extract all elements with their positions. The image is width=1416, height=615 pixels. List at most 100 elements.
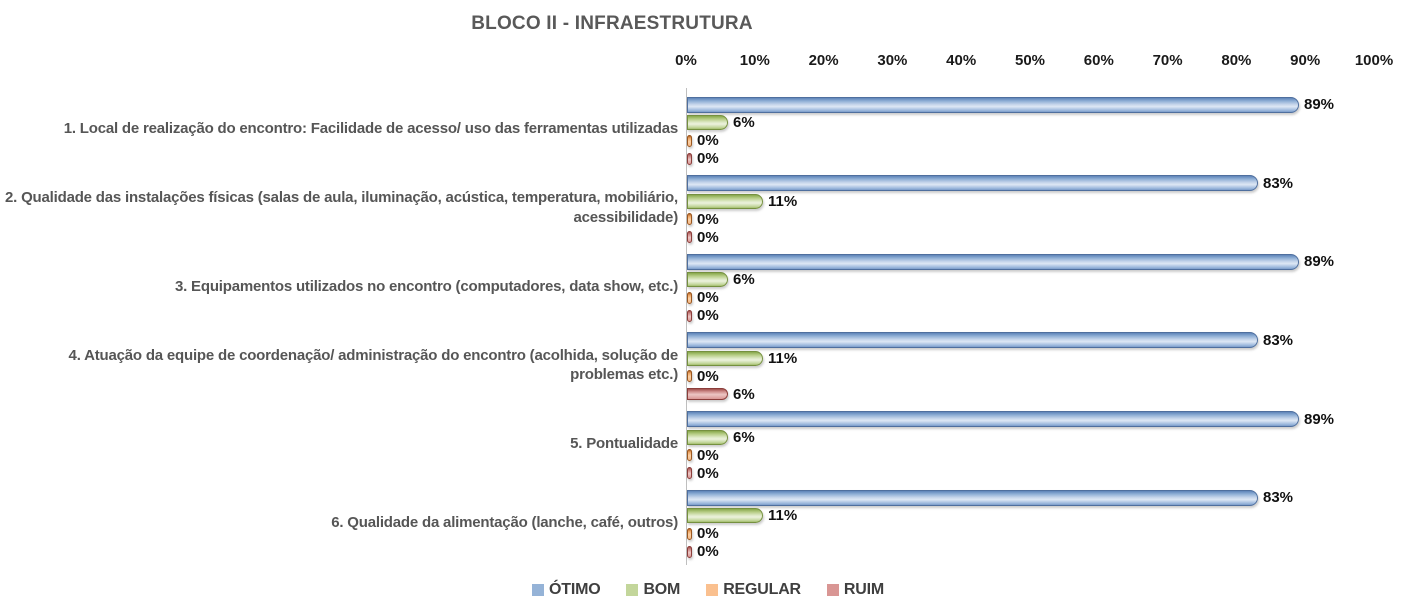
- x-tick-label: 100%: [1354, 52, 1394, 69]
- chart-title: BLOCO II - INFRAESTRUTURA: [471, 13, 753, 34]
- bar-line: 83%: [687, 332, 1387, 349]
- category-label: 5. Pontualidade: [570, 435, 678, 453]
- value-label: 6%: [733, 114, 755, 131]
- category-label: 4. Atuação da equipe de coordenação/ adm…: [68, 346, 679, 384]
- legend-swatch-icon: [626, 584, 639, 596]
- bar-line: 11%: [687, 193, 1387, 210]
- chart-row: 3. Equipamentos utilizados no encontro (…: [0, 247, 1416, 326]
- bar-line: 83%: [687, 489, 1387, 506]
- bar-line: 6%: [687, 429, 1387, 446]
- x-tick-label: 70%: [1152, 52, 1183, 69]
- bar-line: 11%: [687, 507, 1387, 524]
- bar-ruim: [687, 231, 692, 244]
- value-label: 11%: [768, 507, 798, 525]
- bar-ruim: [687, 388, 728, 401]
- x-axis: 0% 10% 20% 30% 40% 50% 60% 70% 80% 90% 100%: [0, 52, 1416, 72]
- chart-row: 6. Qualidade da alimentação (lanche, caf…: [0, 483, 1416, 562]
- x-tick-label: 10%: [739, 52, 770, 69]
- bars-group: 83% 11% 0% 0%: [687, 483, 1387, 562]
- x-tick-label: 50%: [1014, 52, 1046, 69]
- bar-line: 6%: [687, 114, 1387, 131]
- value-label: 11%: [768, 192, 798, 210]
- category-label: 2. Qualidade das instalações físicas (sa…: [5, 189, 678, 226]
- chart-row: 5. Pontualidade 89% 6% 0% 0%: [0, 405, 1416, 484]
- value-label: 6%: [733, 271, 755, 289]
- bar-ruim: [687, 152, 692, 165]
- legend-item-ruim: RUIM: [826, 581, 884, 599]
- value-label: 0%: [697, 150, 719, 167]
- bar-line: 0%: [687, 150, 1387, 167]
- value-label: 89%: [1304, 96, 1335, 113]
- plot-area: 1. Local de realização do encontro: Faci…: [0, 90, 1416, 562]
- bar-line: 89%: [687, 411, 1387, 428]
- value-label: 11%: [768, 349, 798, 367]
- bar-line: 0%: [687, 307, 1387, 324]
- value-label: 0%: [697, 228, 719, 246]
- bars-group: 89% 6% 0% 0%: [687, 405, 1387, 484]
- bar-regular: [687, 291, 692, 304]
- bar-ruim: [687, 309, 692, 322]
- bars-group: 89% 6% 0% 0%: [687, 247, 1387, 326]
- bars-group: 83% 11% 0% 0%: [687, 169, 1387, 248]
- x-tick-label: 80%: [1221, 52, 1252, 69]
- value-label: 0%: [697, 367, 719, 385]
- bar-otimo: [687, 489, 1258, 506]
- legend-swatch-icon: [826, 584, 839, 596]
- value-label: 0%: [697, 446, 719, 464]
- x-tick-label: 0%: [675, 52, 697, 69]
- bar-otimo: [687, 332, 1258, 349]
- bar-line: 83%: [687, 175, 1387, 192]
- bar-otimo: [687, 253, 1299, 270]
- x-tick-label: 30%: [877, 52, 908, 69]
- x-tick-label: 60%: [1083, 52, 1114, 69]
- x-tick-label: 20%: [808, 52, 839, 69]
- legend-swatch-icon: [706, 584, 719, 596]
- bar-bom: [687, 272, 728, 288]
- bar-bom: [687, 429, 728, 445]
- bar-line: 6%: [687, 386, 1387, 403]
- value-label: 0%: [697, 210, 719, 228]
- bar-line: 0%: [687, 229, 1387, 246]
- chart-row: 4. Atuação da equipe de coordenação/ adm…: [0, 326, 1416, 405]
- bar-regular: [687, 449, 692, 462]
- legend-swatch-icon: [532, 584, 544, 596]
- bar-line: 0%: [687, 525, 1387, 542]
- bar-line: 6%: [687, 271, 1387, 288]
- bar-otimo: [687, 96, 1299, 113]
- legend-item-regular: REGULAR: [706, 581, 801, 599]
- bar-regular: [687, 527, 692, 540]
- bar-line: 0%: [687, 447, 1387, 464]
- bar-line: 0%: [687, 289, 1387, 306]
- bars-group: 89% 6% 0% 0%: [687, 90, 1387, 169]
- bar-line: 0%: [687, 132, 1387, 149]
- bar-line: 0%: [687, 543, 1387, 560]
- category-label: 1. Local de realização do encontro: Faci…: [63, 120, 678, 138]
- bar-bom: [687, 115, 728, 130]
- value-label: 6%: [733, 385, 755, 403]
- value-label: 0%: [697, 289, 719, 307]
- bar-otimo: [687, 175, 1258, 192]
- bar-line: 0%: [687, 368, 1387, 385]
- legend-label: REGULAR: [723, 581, 801, 598]
- value-label: 0%: [697, 543, 719, 561]
- bar-otimo: [687, 411, 1299, 428]
- bar-bom: [687, 508, 763, 524]
- bar-ruim: [687, 545, 692, 558]
- value-label: 89%: [1304, 410, 1335, 428]
- chart-row: 1. Local de realização do encontro: Faci…: [0, 90, 1416, 169]
- bar-ruim: [687, 467, 692, 480]
- bar-bom: [687, 193, 763, 209]
- value-label: 0%: [697, 525, 719, 543]
- value-label: 0%: [697, 132, 719, 149]
- x-tick-label: 90%: [1290, 52, 1321, 69]
- category-axis-line: [686, 88, 687, 565]
- value-label: 83%: [1263, 331, 1294, 349]
- value-label: 83%: [1263, 489, 1294, 507]
- bar-line: 0%: [687, 211, 1387, 228]
- value-label: 6%: [733, 428, 755, 446]
- bar-line: 89%: [687, 253, 1387, 270]
- value-label: 0%: [697, 307, 719, 325]
- legend-label: ÓTIMO: [549, 581, 601, 598]
- legend: ÓTIMO BOM REGULAR RUIM: [0, 581, 1416, 599]
